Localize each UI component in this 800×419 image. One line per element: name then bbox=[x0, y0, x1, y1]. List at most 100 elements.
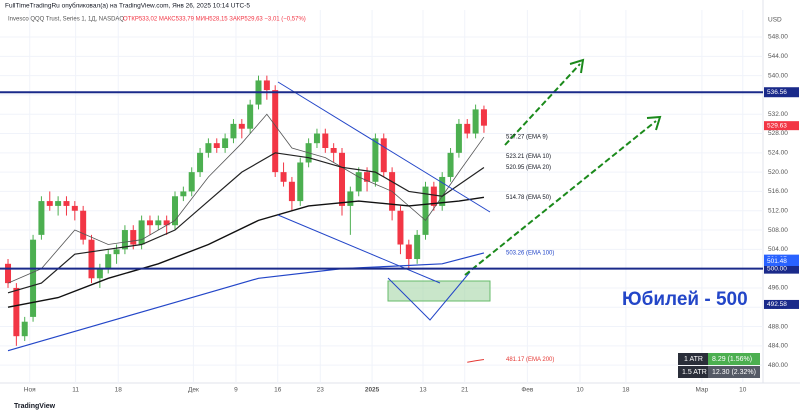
y-tick-label: 528.00 bbox=[768, 130, 788, 137]
candle-body bbox=[288, 181, 295, 202]
candle-body bbox=[71, 205, 78, 211]
candle-body bbox=[430, 186, 437, 206]
atr-value: 12.30 (2.32%) bbox=[712, 369, 756, 376]
x-tick-label: 11 bbox=[72, 387, 79, 394]
candle-body bbox=[96, 268, 103, 279]
candle-body bbox=[80, 210, 87, 240]
candle-body bbox=[172, 196, 179, 226]
x-tick-label: 18 bbox=[622, 387, 630, 394]
candle-body bbox=[247, 104, 254, 129]
price-tag bbox=[764, 299, 799, 309]
candle-body bbox=[113, 249, 120, 255]
candle-body bbox=[21, 321, 28, 337]
arrowhead bbox=[569, 58, 585, 74]
price-tag bbox=[764, 121, 799, 131]
y-tick-label: 532.00 bbox=[768, 111, 788, 118]
candle-body bbox=[230, 123, 237, 139]
candle-body bbox=[155, 220, 162, 226]
x-tick-label: 23 bbox=[317, 387, 325, 394]
ema-label: 523.21 (EMA 10) bbox=[506, 154, 551, 160]
candle-body bbox=[422, 186, 429, 235]
candle-body bbox=[397, 210, 404, 245]
candle-body bbox=[5, 263, 12, 284]
y-tick-label: 480.00 bbox=[768, 362, 788, 369]
price-tag-label: 529.63 bbox=[767, 122, 787, 129]
candle-body bbox=[380, 138, 387, 173]
candle-body bbox=[30, 239, 37, 317]
y-tick-label: 484.00 bbox=[768, 343, 788, 350]
candle-body bbox=[472, 109, 479, 134]
price-tag-label: 492.58 bbox=[767, 301, 787, 308]
candle-body bbox=[213, 143, 220, 149]
candle-body bbox=[439, 176, 446, 206]
price-tag bbox=[764, 87, 799, 98]
ema-label: 520.95 (EMA 20) bbox=[506, 165, 551, 171]
y-tick-label: 520.00 bbox=[768, 169, 788, 176]
candle-body bbox=[146, 220, 153, 226]
marks bbox=[5, 75, 487, 363]
arrow bbox=[504, 63, 581, 146]
candle-body bbox=[121, 230, 128, 250]
candle-body bbox=[297, 162, 304, 202]
x-tick-label: Фев bbox=[521, 387, 534, 394]
candle-body bbox=[180, 191, 187, 197]
candle-body bbox=[188, 172, 195, 192]
atr-label: 1.5 ATR bbox=[682, 369, 707, 376]
x-tick-label: Дек bbox=[188, 387, 199, 394]
candle-body bbox=[238, 123, 245, 129]
y-tick-label: 540.00 bbox=[768, 72, 788, 79]
candle-body bbox=[355, 172, 362, 192]
ema-label: 481.17 (EMA 200) bbox=[506, 357, 554, 363]
y-tick-label: 504.00 bbox=[768, 246, 788, 253]
x-tick-label: 9 bbox=[234, 387, 238, 394]
x-tick-label: 18 bbox=[115, 387, 123, 394]
atr-cell bbox=[708, 353, 760, 365]
ema-line bbox=[7, 196, 485, 308]
channel-line bbox=[277, 81, 491, 213]
y-tick-label: 544.00 bbox=[768, 53, 788, 60]
candle-body bbox=[13, 287, 20, 337]
triangle bbox=[387, 271, 471, 321]
x-tick-label: 10 bbox=[739, 387, 747, 394]
ema-line bbox=[7, 152, 485, 294]
price-tag bbox=[764, 263, 799, 274]
channel-line bbox=[277, 214, 441, 284]
candle-body bbox=[480, 109, 487, 126]
ema-label: 503.26 (EMA 100) bbox=[506, 250, 554, 256]
candle-body bbox=[138, 220, 145, 245]
candle-body bbox=[280, 172, 287, 182]
candle-body bbox=[222, 138, 229, 149]
candle-body bbox=[38, 201, 45, 235]
atr-cell bbox=[708, 366, 760, 378]
x-tick-label: Мар bbox=[696, 387, 709, 394]
price-tag-label: 536.56 bbox=[767, 89, 787, 96]
note: Юбилей - 500 bbox=[622, 289, 748, 310]
candle-body bbox=[55, 201, 62, 206]
candle-body bbox=[464, 123, 471, 134]
candle-body bbox=[339, 152, 346, 206]
ema-label: 527.27 (EMA 9) bbox=[506, 135, 548, 141]
x-tick-label: 13 bbox=[419, 387, 427, 394]
candle-body bbox=[455, 123, 462, 153]
x-tick-label: Ноя bbox=[24, 387, 36, 394]
candle-body bbox=[347, 191, 354, 206]
x-tick-label: 2025 bbox=[365, 387, 380, 394]
candle-body bbox=[105, 254, 112, 269]
candle-body bbox=[130, 230, 137, 245]
ema-label: 514.78 (EMA 50) bbox=[506, 195, 551, 201]
candle-body bbox=[405, 244, 412, 259]
y-tick-label: 548.00 bbox=[768, 34, 788, 41]
ohlc: ОТКР533,02 МАКС533,79 МИН528,15 ЗАКР529,… bbox=[123, 17, 306, 23]
price-tag bbox=[764, 256, 799, 266]
x-tick-label: 16 bbox=[274, 387, 282, 394]
price-tag-label: 500.00 bbox=[767, 265, 787, 272]
y-tick-label: 496.00 bbox=[768, 285, 788, 292]
candle-body bbox=[163, 220, 170, 226]
symbol: Invesco QQQ Trust, Series 1, 1Д, NASDAQ bbox=[8, 17, 124, 23]
ema-line bbox=[7, 252, 485, 352]
zone bbox=[387, 280, 491, 302]
candle-body bbox=[63, 201, 70, 206]
x-tick-label: 10 bbox=[576, 387, 584, 394]
